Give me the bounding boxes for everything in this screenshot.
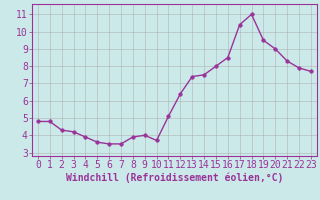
- X-axis label: Windchill (Refroidissement éolien,°C): Windchill (Refroidissement éolien,°C): [66, 173, 283, 183]
